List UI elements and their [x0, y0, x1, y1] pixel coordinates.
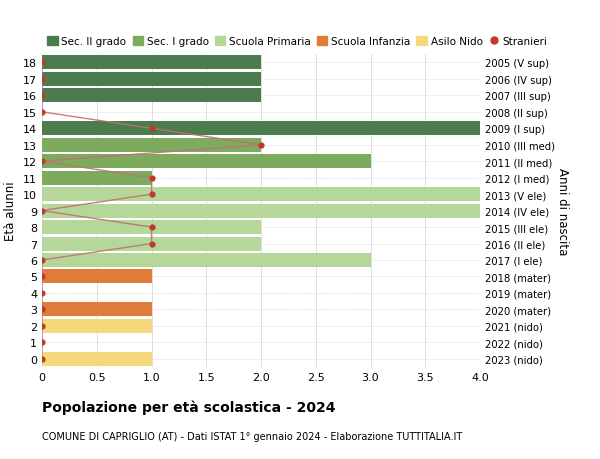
Bar — [42, 73, 261, 87]
Bar — [42, 155, 371, 169]
Bar — [42, 270, 151, 284]
Bar — [42, 89, 261, 103]
Y-axis label: Anni di nascita: Anni di nascita — [556, 168, 569, 255]
Bar — [42, 303, 151, 317]
Bar — [42, 188, 480, 202]
Bar — [42, 171, 151, 185]
Bar — [42, 139, 261, 152]
Bar — [42, 319, 151, 333]
Text: Popolazione per età scolastica - 2024: Popolazione per età scolastica - 2024 — [42, 399, 335, 414]
Bar — [42, 352, 151, 366]
Bar — [42, 253, 371, 268]
Text: COMUNE DI CAPRIGLIO (AT) - Dati ISTAT 1° gennaio 2024 - Elaborazione TUTTITALIA.: COMUNE DI CAPRIGLIO (AT) - Dati ISTAT 1°… — [42, 431, 462, 442]
Bar — [42, 221, 261, 235]
Bar — [42, 56, 261, 70]
Bar — [42, 237, 261, 251]
Y-axis label: Età alunni: Età alunni — [4, 181, 17, 241]
Legend: Sec. II grado, Sec. I grado, Scuola Primaria, Scuola Infanzia, Asilo Nido, Stran: Sec. II grado, Sec. I grado, Scuola Prim… — [47, 37, 548, 47]
Bar — [42, 122, 480, 136]
Bar — [42, 204, 480, 218]
